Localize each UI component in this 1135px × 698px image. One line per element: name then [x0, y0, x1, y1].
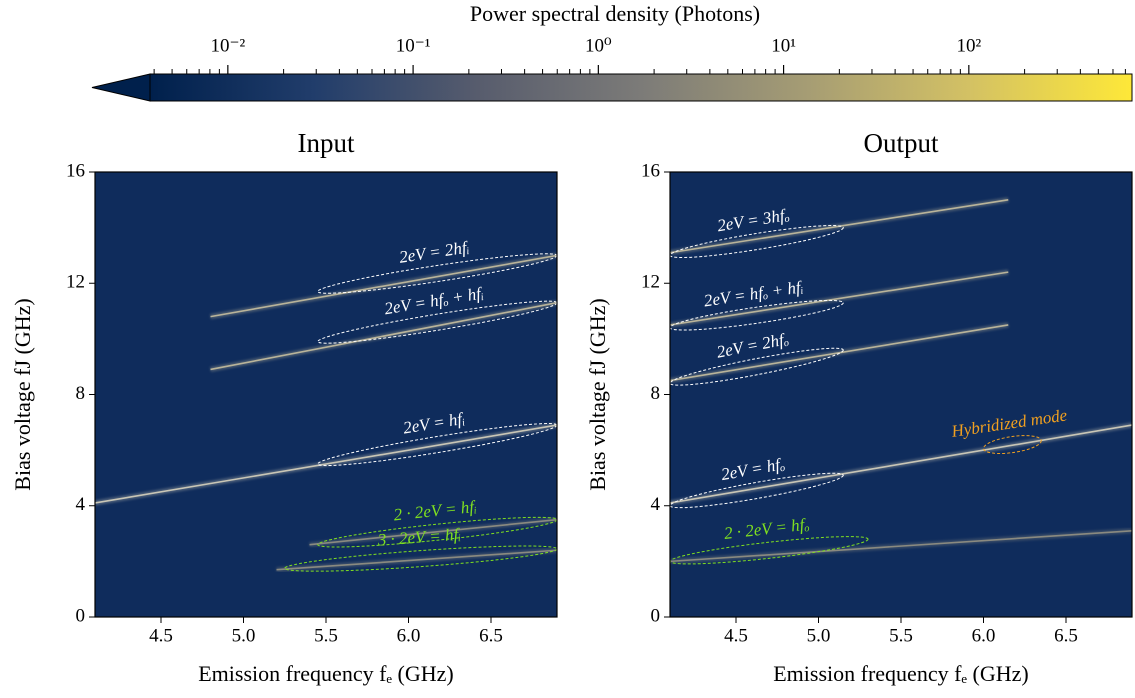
y-tick-label: 0	[651, 605, 661, 626]
x-tick-label: 5.0	[807, 625, 831, 646]
y-tick-label: 4	[651, 494, 661, 515]
panel-title: Input	[298, 128, 355, 158]
plot-area	[95, 172, 557, 617]
ridge-line	[309, 518, 557, 546]
x-tick-label: 4.5	[149, 625, 173, 646]
y-tick-label: 12	[641, 272, 660, 293]
x-tick-label: 5.5	[889, 625, 913, 646]
ridge-line	[670, 424, 1132, 504]
ridge-line	[670, 271, 1009, 326]
colorbar-tick-label: 10⁻²	[210, 35, 245, 56]
y-tick-label: 16	[641, 160, 660, 181]
ridge-line	[276, 549, 557, 571]
annotation-ellipse	[317, 516, 557, 548]
x-tick-label: 6.5	[1054, 625, 1078, 646]
annotation-ellipse	[670, 347, 844, 386]
y-tick-label: 16	[66, 160, 85, 181]
annotation-ellipse	[670, 225, 844, 259]
colorbar	[149, 73, 1133, 102]
y-tick-label: 12	[66, 272, 85, 293]
x-axis-label: Emission frequency fₑ (GHz)	[198, 661, 454, 686]
y-tick-label: 8	[651, 383, 661, 404]
y-tick-label: 8	[76, 383, 86, 404]
ridge-line	[670, 324, 1009, 382]
colorbar-tick-label: 10¹	[771, 35, 796, 56]
colorbar-extend	[91, 73, 151, 102]
ridge-line	[210, 301, 557, 371]
x-axis-label: Emission frequency fₑ (GHz)	[773, 661, 1029, 686]
x-tick-label: 5.5	[314, 625, 338, 646]
x-tick-label: 6.5	[479, 625, 503, 646]
x-tick-label: 6.0	[972, 625, 996, 646]
ridge-line	[95, 424, 557, 504]
colorbar-tick-label: 10⁰	[585, 35, 612, 56]
y-axis-label: Bias voltage fJ (GHz)	[585, 298, 610, 490]
annotation-ellipse	[670, 299, 844, 331]
ridge-line	[210, 254, 557, 318]
panel-title: Output	[863, 128, 939, 158]
colorbar-label: Power spectral density (Photons)	[470, 1, 760, 26]
ridge-line	[670, 529, 1132, 563]
annotation-ellipse	[670, 472, 844, 509]
x-tick-label: 5.0	[232, 625, 256, 646]
plot-content	[670, 197, 1132, 565]
plot-area	[670, 172, 1132, 617]
y-axis-label: Bias voltage fJ (GHz)	[10, 298, 35, 490]
x-tick-label: 6.0	[397, 625, 421, 646]
colorbar-tick-label: 10²	[956, 35, 981, 56]
y-tick-label: 4	[76, 494, 86, 515]
annotation-ellipse	[284, 545, 557, 572]
annotation-ellipse	[982, 435, 1042, 455]
y-tick-label: 0	[76, 605, 86, 626]
x-tick-label: 4.5	[724, 625, 748, 646]
colorbar-tick-label: 10⁻¹	[396, 35, 431, 56]
